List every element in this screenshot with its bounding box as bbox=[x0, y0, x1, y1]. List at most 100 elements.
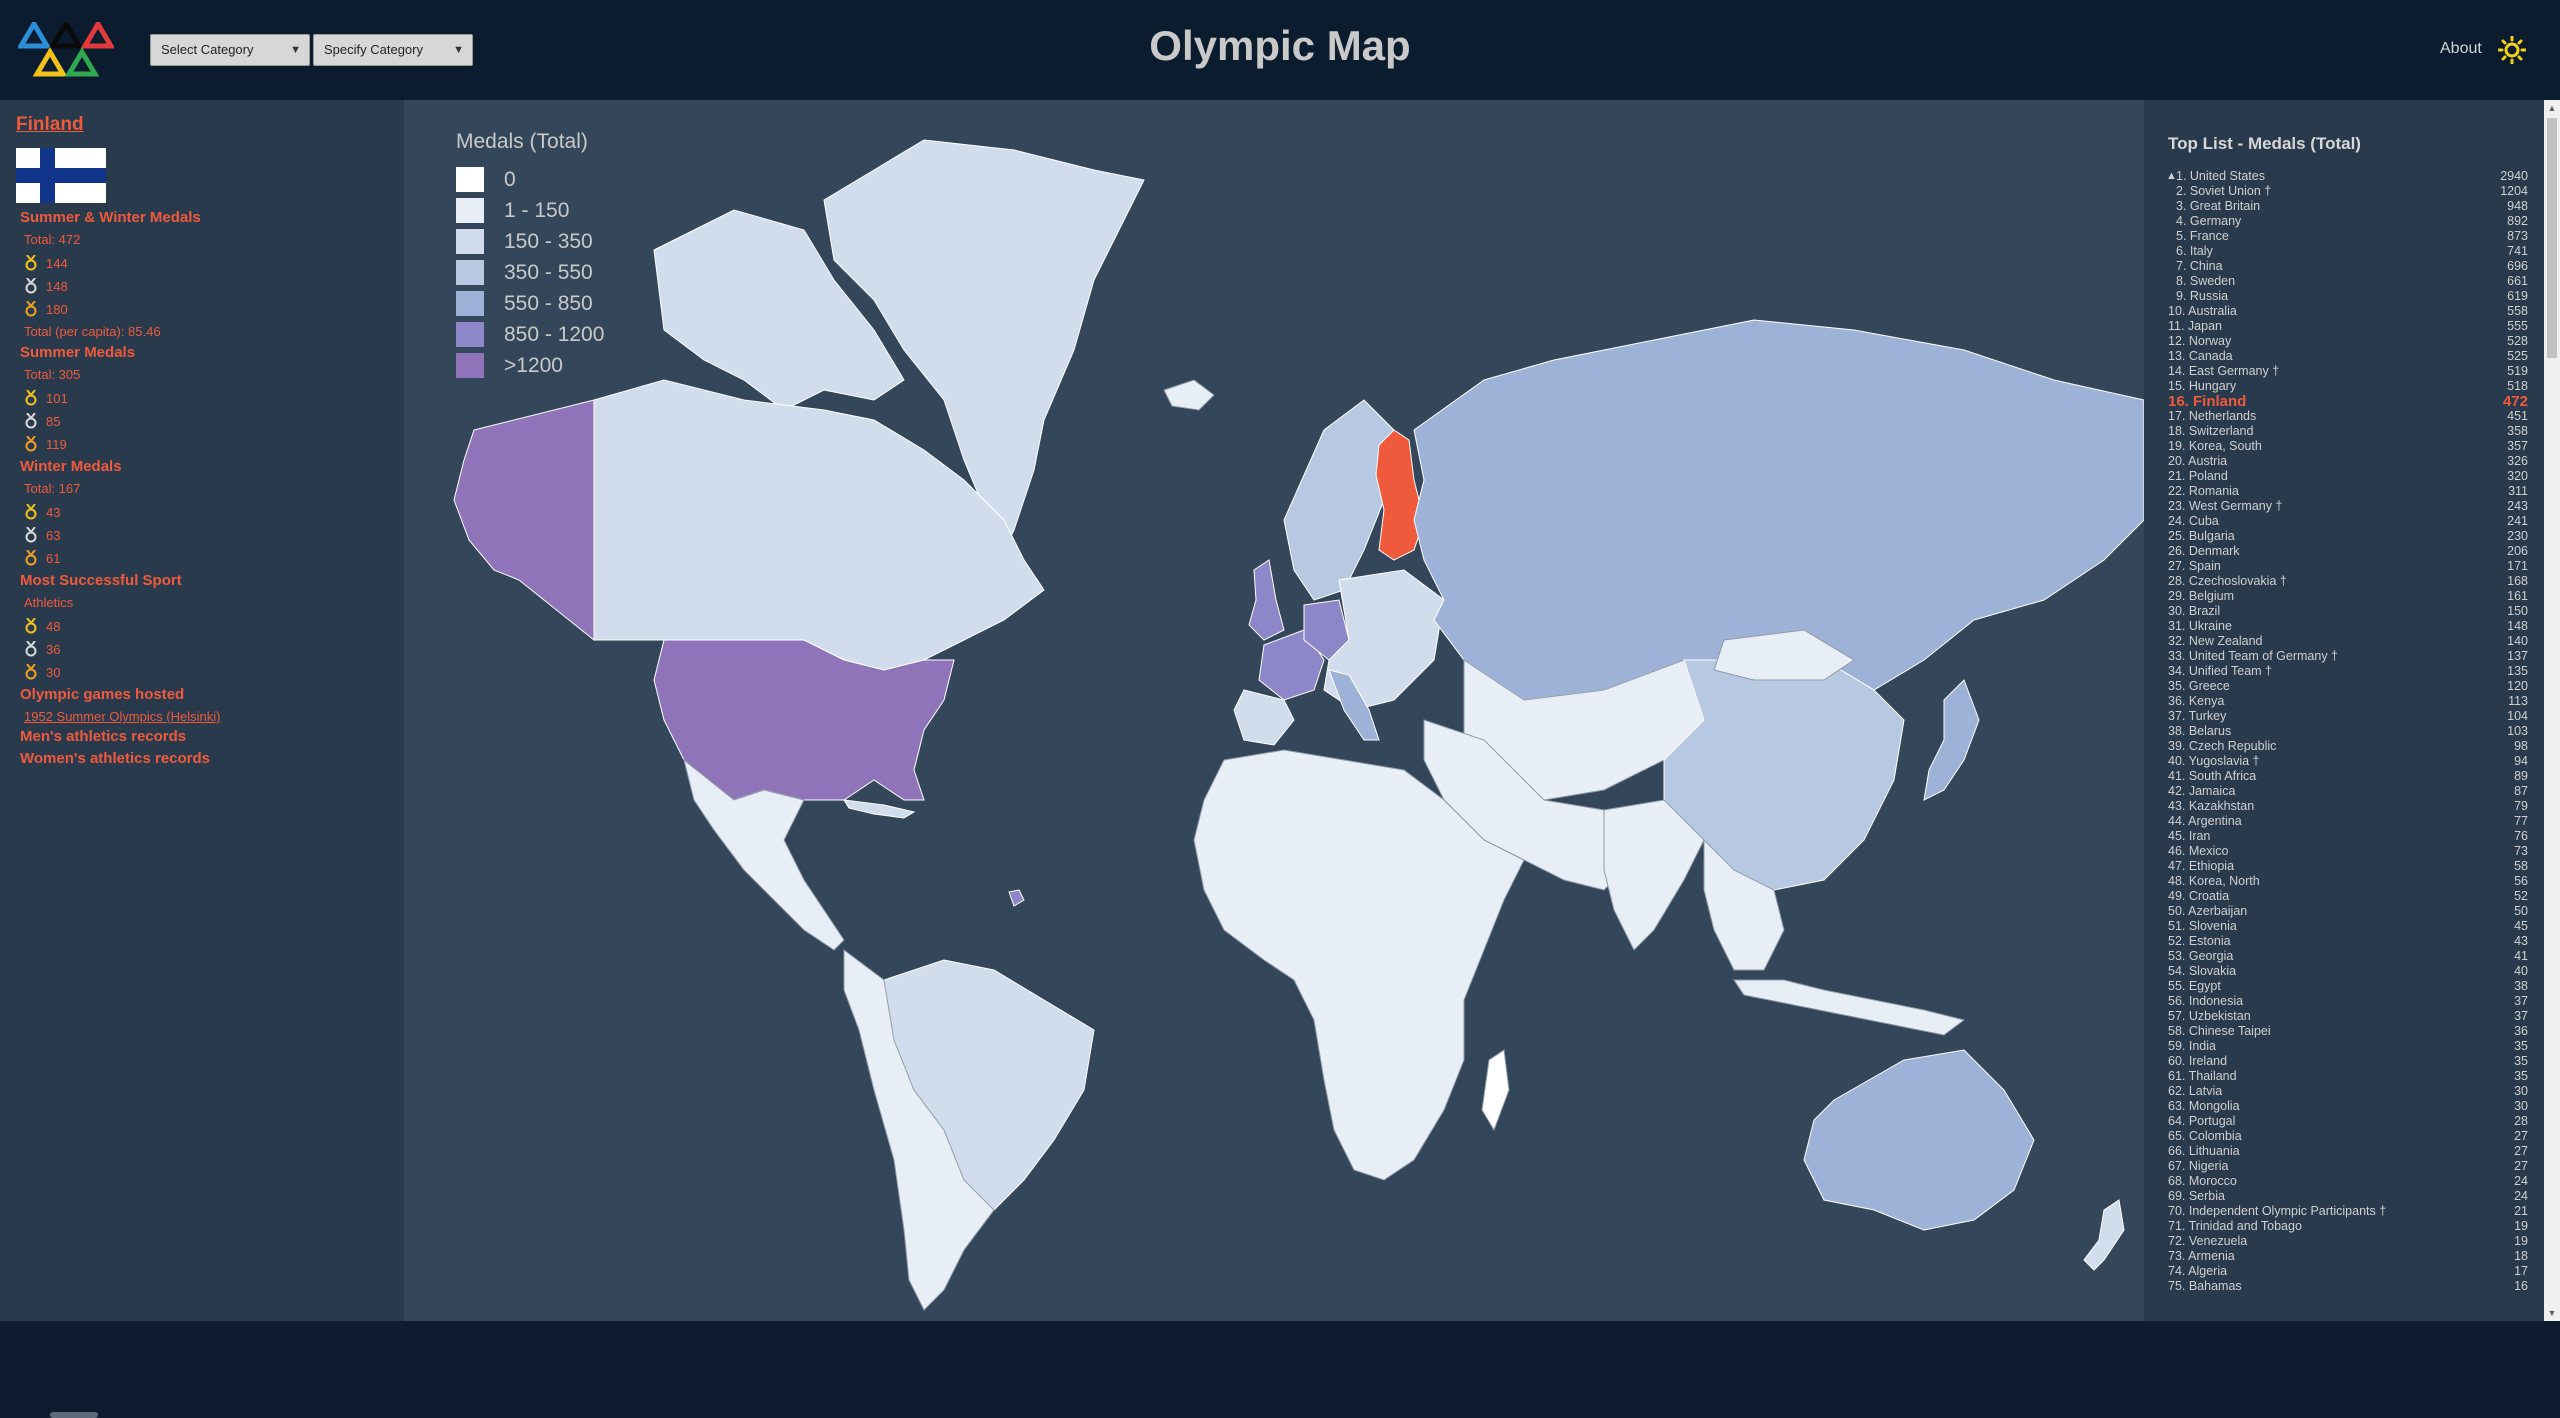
about-link[interactable]: About bbox=[2440, 40, 2482, 57]
top-list-row[interactable]: 53. Georgia 41 bbox=[2168, 949, 2528, 964]
country-middle-east[interactable] bbox=[1423, 719, 1635, 891]
top-list-row[interactable]: 35. Greece 120 bbox=[2168, 679, 2528, 694]
top-list-row[interactable]: 71. Trinidad and Tobago 19 bbox=[2168, 1219, 2528, 1234]
top-list-row[interactable]: 20. Austria 326 bbox=[2168, 454, 2528, 469]
country-mongolia[interactable] bbox=[1713, 629, 1855, 681]
top-list-row[interactable]: 73. Armenia 18 bbox=[2168, 1249, 2528, 1264]
top-list-row[interactable]: 17. Netherlands 451 bbox=[2168, 409, 2528, 424]
mens-athletics-records-link[interactable]: Men's athletics records bbox=[20, 728, 187, 745]
specify-category-select[interactable]: Specify Category ▼ bbox=[313, 34, 473, 66]
country-japan[interactable] bbox=[1923, 679, 1980, 801]
top-list-row[interactable]: 70. Independent Olympic Participants † 21 bbox=[2168, 1204, 2528, 1219]
top-list-row[interactable]: 32. New Zealand 140 bbox=[2168, 634, 2528, 649]
country-europe-central[interactable] bbox=[1323, 569, 1445, 711]
country-australia[interactable] bbox=[1803, 1049, 2035, 1231]
top-list-row[interactable]: 72. Venezuela 19 bbox=[2168, 1234, 2528, 1249]
top-list-row[interactable]: 10. Australia 558 bbox=[2168, 304, 2528, 319]
top-list-row[interactable]: 39. Czech Republic 98 bbox=[2168, 739, 2528, 754]
top-list-row[interactable]: 27. Spain 171 bbox=[2168, 559, 2528, 574]
top-list-row[interactable]: 8. Sweden 661 bbox=[2168, 274, 2528, 289]
top-list-row[interactable]: 75. Bahamas 16 bbox=[2168, 1279, 2528, 1294]
top-list-row[interactable]: 22. Romania 311 bbox=[2168, 484, 2528, 499]
top-list-row[interactable]: 12. Norway 528 bbox=[2168, 334, 2528, 349]
country-spain[interactable] bbox=[1233, 689, 1295, 746]
top-list-row[interactable]: 42. Jamaica 87 bbox=[2168, 784, 2528, 799]
top-list-row[interactable]: 5. France 873 bbox=[2168, 229, 2528, 244]
top-list-row[interactable]: 56. Indonesia 37 bbox=[2168, 994, 2528, 1009]
country-cuba[interactable] bbox=[843, 799, 916, 819]
top-list-row[interactable]: 16. Finland 472 bbox=[2168, 394, 2528, 409]
horizontal-scroll-thumb[interactable] bbox=[50, 1412, 98, 1418]
top-list-row[interactable]: 6. Italy 741 bbox=[2168, 244, 2528, 259]
top-list-row[interactable]: 41. South Africa 89 bbox=[2168, 769, 2528, 784]
top-list-row[interactable]: 37. Turkey 104 bbox=[2168, 709, 2528, 724]
top-list-row[interactable]: 46. Mexico 73 bbox=[2168, 844, 2528, 859]
top-list-row[interactable]: 44. Argentina 77 bbox=[2168, 814, 2528, 829]
top-list-row[interactable]: 45. Iran 76 bbox=[2168, 829, 2528, 844]
world-map[interactable]: Medals (Total) 0 1 - 150 150 - 350 350 - 55… bbox=[404, 100, 2144, 1321]
top-list-row[interactable]: 3. Great Britain 948 bbox=[2168, 199, 2528, 214]
top-list-row[interactable]: 28. Czechoslovakia † 168 bbox=[2168, 574, 2528, 589]
top-list-row[interactable]: 40. Yugoslavia † 94 bbox=[2168, 754, 2528, 769]
country-china[interactable] bbox=[1663, 659, 1905, 891]
country-alaska[interactable] bbox=[453, 399, 595, 642]
country-italy[interactable] bbox=[1328, 669, 1380, 741]
top-list-row[interactable]: 33. United Team of Germany † 137 bbox=[2168, 649, 2528, 664]
top-list-row[interactable]: 57. Uzbekistan 37 bbox=[2168, 1009, 2528, 1024]
top-list-row[interactable]: 50. Azerbaijan 50 bbox=[2168, 904, 2528, 919]
country-finland[interactable] bbox=[1375, 429, 1425, 561]
top-list-row[interactable]: 59. India 35 bbox=[2168, 1039, 2528, 1054]
top-list-row[interactable]: 26. Denmark 206 bbox=[2168, 544, 2528, 559]
top-list-row[interactable]: 63. Mongolia 30 bbox=[2168, 1099, 2528, 1114]
top-list-row[interactable]: 25. Bulgaria 230 bbox=[2168, 529, 2528, 544]
top-list-row[interactable]: 7. China 696 bbox=[2168, 259, 2528, 274]
top-list-row[interactable]: 49. Croatia 52 bbox=[2168, 889, 2528, 904]
top-list-row[interactable]: 64. Portugal 28 bbox=[2168, 1114, 2528, 1129]
top-list-row[interactable]: 47. Ethiopia 58 bbox=[2168, 859, 2528, 874]
country-name-link[interactable]: Finland bbox=[16, 114, 84, 135]
scroll-thumb[interactable] bbox=[2547, 118, 2557, 358]
top-list-row[interactable]: 55. Egypt 38 bbox=[2168, 979, 2528, 994]
country-russia[interactable] bbox=[1413, 319, 2144, 701]
olympic-rings-logo[interactable] bbox=[18, 22, 114, 78]
country-africa[interactable] bbox=[1193, 749, 1525, 1181]
womens-athletics-records-link[interactable]: Women's athletics records bbox=[20, 750, 211, 767]
country-great-britain[interactable] bbox=[1248, 559, 1285, 641]
top-list-row[interactable]: 30. Brazil 150 bbox=[2168, 604, 2528, 619]
country-canada-islands[interactable] bbox=[653, 209, 905, 411]
country-greenland[interactable] bbox=[823, 139, 1145, 552]
top-list-row[interactable]: 51. Slovenia 45 bbox=[2168, 919, 2528, 934]
world-map-svg[interactable] bbox=[404, 100, 2144, 1321]
top-list-row[interactable]: 60. Ireland 35 bbox=[2168, 1054, 2528, 1069]
top-list-row[interactable]: 65. Colombia 27 bbox=[2168, 1129, 2528, 1144]
country-indonesia[interactable] bbox=[1733, 979, 1966, 1036]
top-list-row[interactable]: 67. Nigeria 27 bbox=[2168, 1159, 2528, 1174]
hosted-games-link[interactable]: 1952 Summer Olympics (Helsinki) bbox=[24, 709, 221, 724]
top-list-row[interactable]: 48. Korea, North 56 bbox=[2168, 874, 2528, 889]
top-list-row[interactable]: 9. Russia 619 bbox=[2168, 289, 2528, 304]
scroll-down-arrow-icon[interactable]: ▼ bbox=[2547, 1308, 2557, 1318]
top-list-row[interactable]: 36. Kenya 113 bbox=[2168, 694, 2528, 709]
top-list-row[interactable]: 18. Switzerland 358 bbox=[2168, 424, 2528, 439]
top-list-row[interactable]: 43. Kazakhstan 79 bbox=[2168, 799, 2528, 814]
country-mexico[interactable] bbox=[683, 758, 845, 951]
top-list-row[interactable]: 11. Japan 555 bbox=[2168, 319, 2528, 334]
scroll-up-arrow-icon[interactable]: ▲ bbox=[2547, 103, 2557, 113]
top-list-row[interactable]: 68. Morocco 24 bbox=[2168, 1174, 2528, 1189]
top-list-row[interactable]: 74. Algeria 17 bbox=[2168, 1264, 2528, 1279]
top-list-row[interactable]: 66. Lithuania 27 bbox=[2168, 1144, 2528, 1159]
top-list-row[interactable]: 62. Latvia 30 bbox=[2168, 1084, 2528, 1099]
top-list-row[interactable]: 61. Thailand 35 bbox=[2168, 1069, 2528, 1084]
country-southeast-asia[interactable] bbox=[1703, 838, 1785, 971]
country-madagascar[interactable] bbox=[1481, 1049, 1510, 1132]
country-iceland[interactable] bbox=[1163, 379, 1215, 411]
top-list-row[interactable]: 29. Belgium 161 bbox=[2168, 589, 2528, 604]
top-list-row[interactable]: 14. East Germany † 519 bbox=[2168, 364, 2528, 379]
vertical-scrollbar[interactable]: ▲ ▼ bbox=[2544, 100, 2560, 1321]
sun-icon[interactable] bbox=[2498, 36, 2526, 64]
top-list-row[interactable]: 24. Cuba 241 bbox=[2168, 514, 2528, 529]
top-list-row[interactable]: 38. Belarus 103 bbox=[2168, 724, 2528, 739]
top-list-row[interactable]: 2. Soviet Union † 1204 bbox=[2168, 184, 2528, 199]
top-list-row[interactable]: 4. Germany 892 bbox=[2168, 214, 2528, 229]
top-list-row[interactable]: 69. Serbia 24 bbox=[2168, 1189, 2528, 1204]
